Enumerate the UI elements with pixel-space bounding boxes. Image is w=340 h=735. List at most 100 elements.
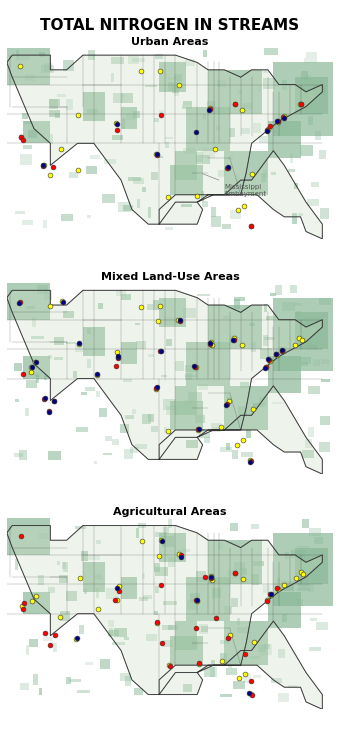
- Bar: [125, 675, 132, 686]
- Bar: [211, 660, 215, 667]
- Bar: [220, 653, 227, 664]
- Bar: [69, 679, 81, 682]
- Bar: [163, 399, 176, 410]
- Bar: [166, 406, 178, 415]
- Bar: [294, 303, 303, 306]
- Bar: [297, 588, 310, 592]
- Bar: [211, 423, 221, 431]
- Bar: [309, 528, 321, 536]
- Bar: [107, 620, 114, 628]
- Bar: [174, 88, 179, 96]
- Bar: [218, 542, 223, 550]
- Bar: [233, 681, 245, 689]
- Bar: [102, 194, 115, 203]
- Bar: [26, 306, 35, 309]
- Bar: [295, 548, 328, 584]
- Polygon shape: [7, 526, 322, 709]
- Bar: [77, 689, 90, 692]
- Bar: [168, 556, 175, 567]
- Bar: [295, 77, 328, 114]
- Bar: [231, 598, 238, 607]
- Bar: [258, 86, 261, 92]
- Bar: [133, 111, 140, 118]
- Bar: [88, 50, 95, 60]
- Bar: [37, 285, 48, 294]
- Bar: [241, 128, 251, 134]
- Bar: [320, 553, 326, 560]
- Bar: [120, 673, 131, 681]
- Bar: [79, 625, 84, 634]
- Bar: [273, 533, 339, 606]
- Bar: [306, 52, 317, 57]
- Bar: [116, 290, 126, 295]
- Bar: [168, 82, 177, 90]
- Bar: [85, 387, 95, 391]
- Bar: [231, 192, 235, 194]
- Bar: [243, 673, 251, 683]
- Bar: [132, 409, 136, 414]
- Bar: [278, 649, 285, 658]
- Bar: [186, 342, 230, 386]
- Bar: [320, 208, 329, 218]
- Bar: [280, 119, 286, 121]
- Bar: [145, 85, 157, 87]
- Bar: [268, 121, 301, 158]
- Bar: [122, 118, 125, 129]
- Bar: [199, 434, 210, 439]
- Bar: [94, 461, 97, 464]
- Bar: [242, 103, 252, 109]
- Bar: [263, 79, 275, 89]
- Bar: [231, 337, 240, 340]
- Bar: [168, 625, 178, 631]
- Bar: [291, 550, 305, 558]
- Bar: [256, 189, 264, 196]
- Bar: [271, 678, 282, 684]
- Bar: [233, 569, 245, 579]
- Bar: [222, 224, 231, 229]
- Bar: [197, 294, 210, 296]
- Bar: [290, 153, 293, 163]
- Bar: [155, 54, 163, 59]
- Bar: [304, 58, 317, 63]
- Bar: [66, 99, 73, 110]
- Bar: [194, 415, 205, 423]
- Bar: [39, 533, 48, 539]
- Bar: [138, 523, 146, 528]
- Bar: [266, 316, 275, 320]
- Bar: [272, 401, 284, 404]
- Bar: [253, 123, 260, 133]
- Bar: [302, 519, 309, 528]
- Bar: [129, 57, 139, 64]
- Bar: [313, 566, 318, 569]
- Bar: [135, 444, 147, 449]
- Bar: [227, 397, 232, 401]
- Bar: [217, 81, 226, 87]
- Bar: [108, 630, 119, 636]
- Bar: [165, 137, 173, 140]
- Bar: [151, 172, 157, 180]
- Bar: [184, 400, 192, 405]
- Bar: [220, 448, 232, 452]
- Bar: [132, 58, 144, 62]
- Bar: [310, 618, 318, 621]
- Bar: [224, 386, 268, 430]
- Bar: [168, 520, 172, 528]
- Bar: [20, 154, 32, 165]
- Bar: [49, 98, 60, 106]
- Bar: [227, 570, 234, 576]
- Bar: [23, 121, 50, 143]
- Bar: [202, 429, 205, 434]
- Bar: [7, 48, 50, 85]
- Bar: [319, 298, 331, 304]
- Bar: [48, 355, 52, 359]
- Bar: [97, 540, 101, 544]
- Bar: [113, 93, 123, 103]
- Bar: [204, 667, 215, 677]
- Bar: [234, 562, 245, 570]
- Bar: [290, 284, 297, 293]
- Bar: [41, 65, 54, 74]
- Bar: [314, 537, 323, 545]
- Bar: [143, 595, 152, 599]
- Bar: [44, 62, 52, 72]
- Bar: [28, 130, 37, 137]
